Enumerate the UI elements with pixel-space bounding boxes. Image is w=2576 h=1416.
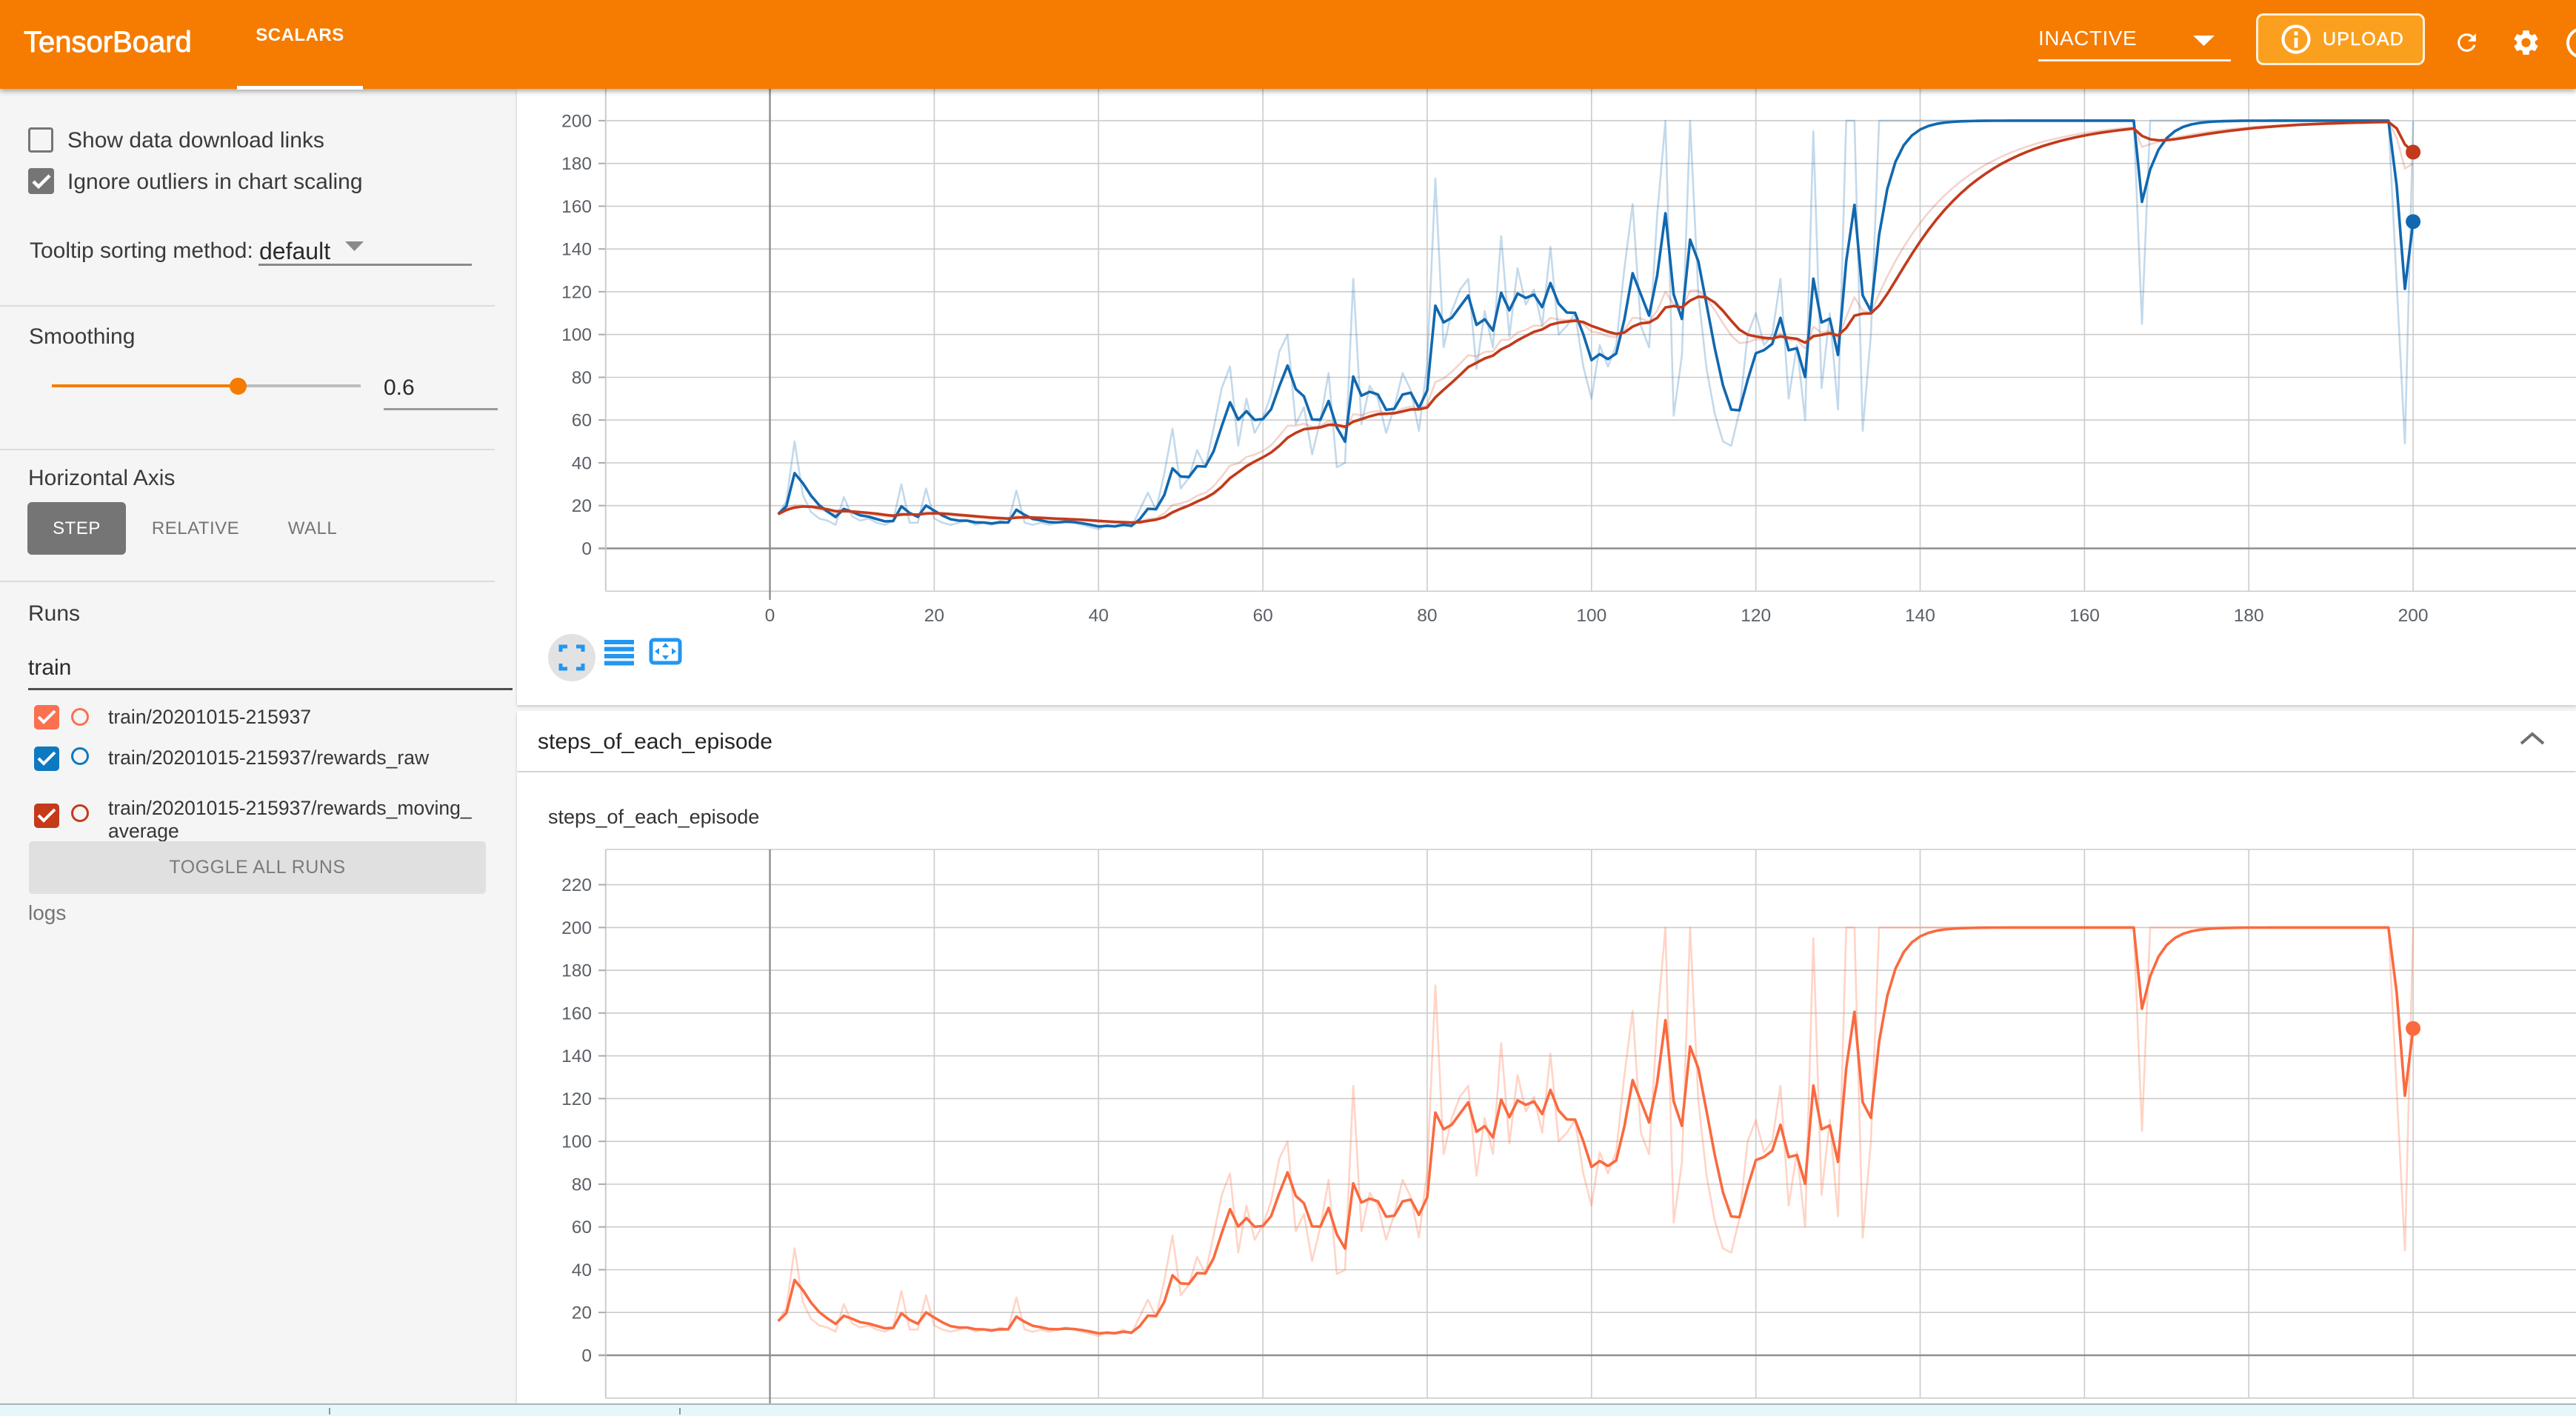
svg-text:180: 180: [561, 961, 592, 981]
svg-text:40: 40: [572, 1260, 592, 1280]
svg-text:80: 80: [1417, 606, 1437, 626]
svg-text:140: 140: [561, 240, 592, 260]
svg-text:0: 0: [581, 1346, 592, 1366]
svg-text:100: 100: [561, 1132, 592, 1152]
svg-text:140: 140: [561, 1046, 592, 1066]
svg-text:60: 60: [572, 411, 592, 431]
svg-text:100: 100: [1576, 606, 1606, 626]
svg-text:80: 80: [572, 1175, 592, 1195]
svg-text:140: 140: [1905, 606, 1935, 626]
svg-text:200: 200: [2398, 606, 2429, 626]
svg-text:0: 0: [581, 539, 592, 559]
svg-text:40: 40: [1089, 606, 1109, 626]
svg-text:220: 220: [561, 875, 592, 895]
svg-text:20: 20: [924, 606, 944, 626]
svg-text:160: 160: [561, 1003, 592, 1023]
svg-text:100: 100: [561, 325, 592, 345]
svg-text:40: 40: [572, 454, 592, 474]
svg-text:120: 120: [1741, 606, 1771, 626]
svg-text:180: 180: [2234, 606, 2264, 626]
svg-text:120: 120: [561, 282, 592, 302]
svg-text:80: 80: [572, 368, 592, 388]
svg-text:20: 20: [572, 1303, 592, 1323]
svg-text:160: 160: [2069, 606, 2100, 626]
svg-text:60: 60: [572, 1218, 592, 1238]
svg-text:180: 180: [561, 154, 592, 174]
svg-text:0: 0: [765, 606, 775, 626]
svg-text:200: 200: [561, 918, 592, 938]
svg-text:200: 200: [561, 111, 592, 131]
svg-text:60: 60: [1252, 606, 1272, 626]
svg-text:20: 20: [572, 496, 592, 516]
svg-text:160: 160: [561, 197, 592, 217]
svg-text:120: 120: [561, 1089, 592, 1109]
